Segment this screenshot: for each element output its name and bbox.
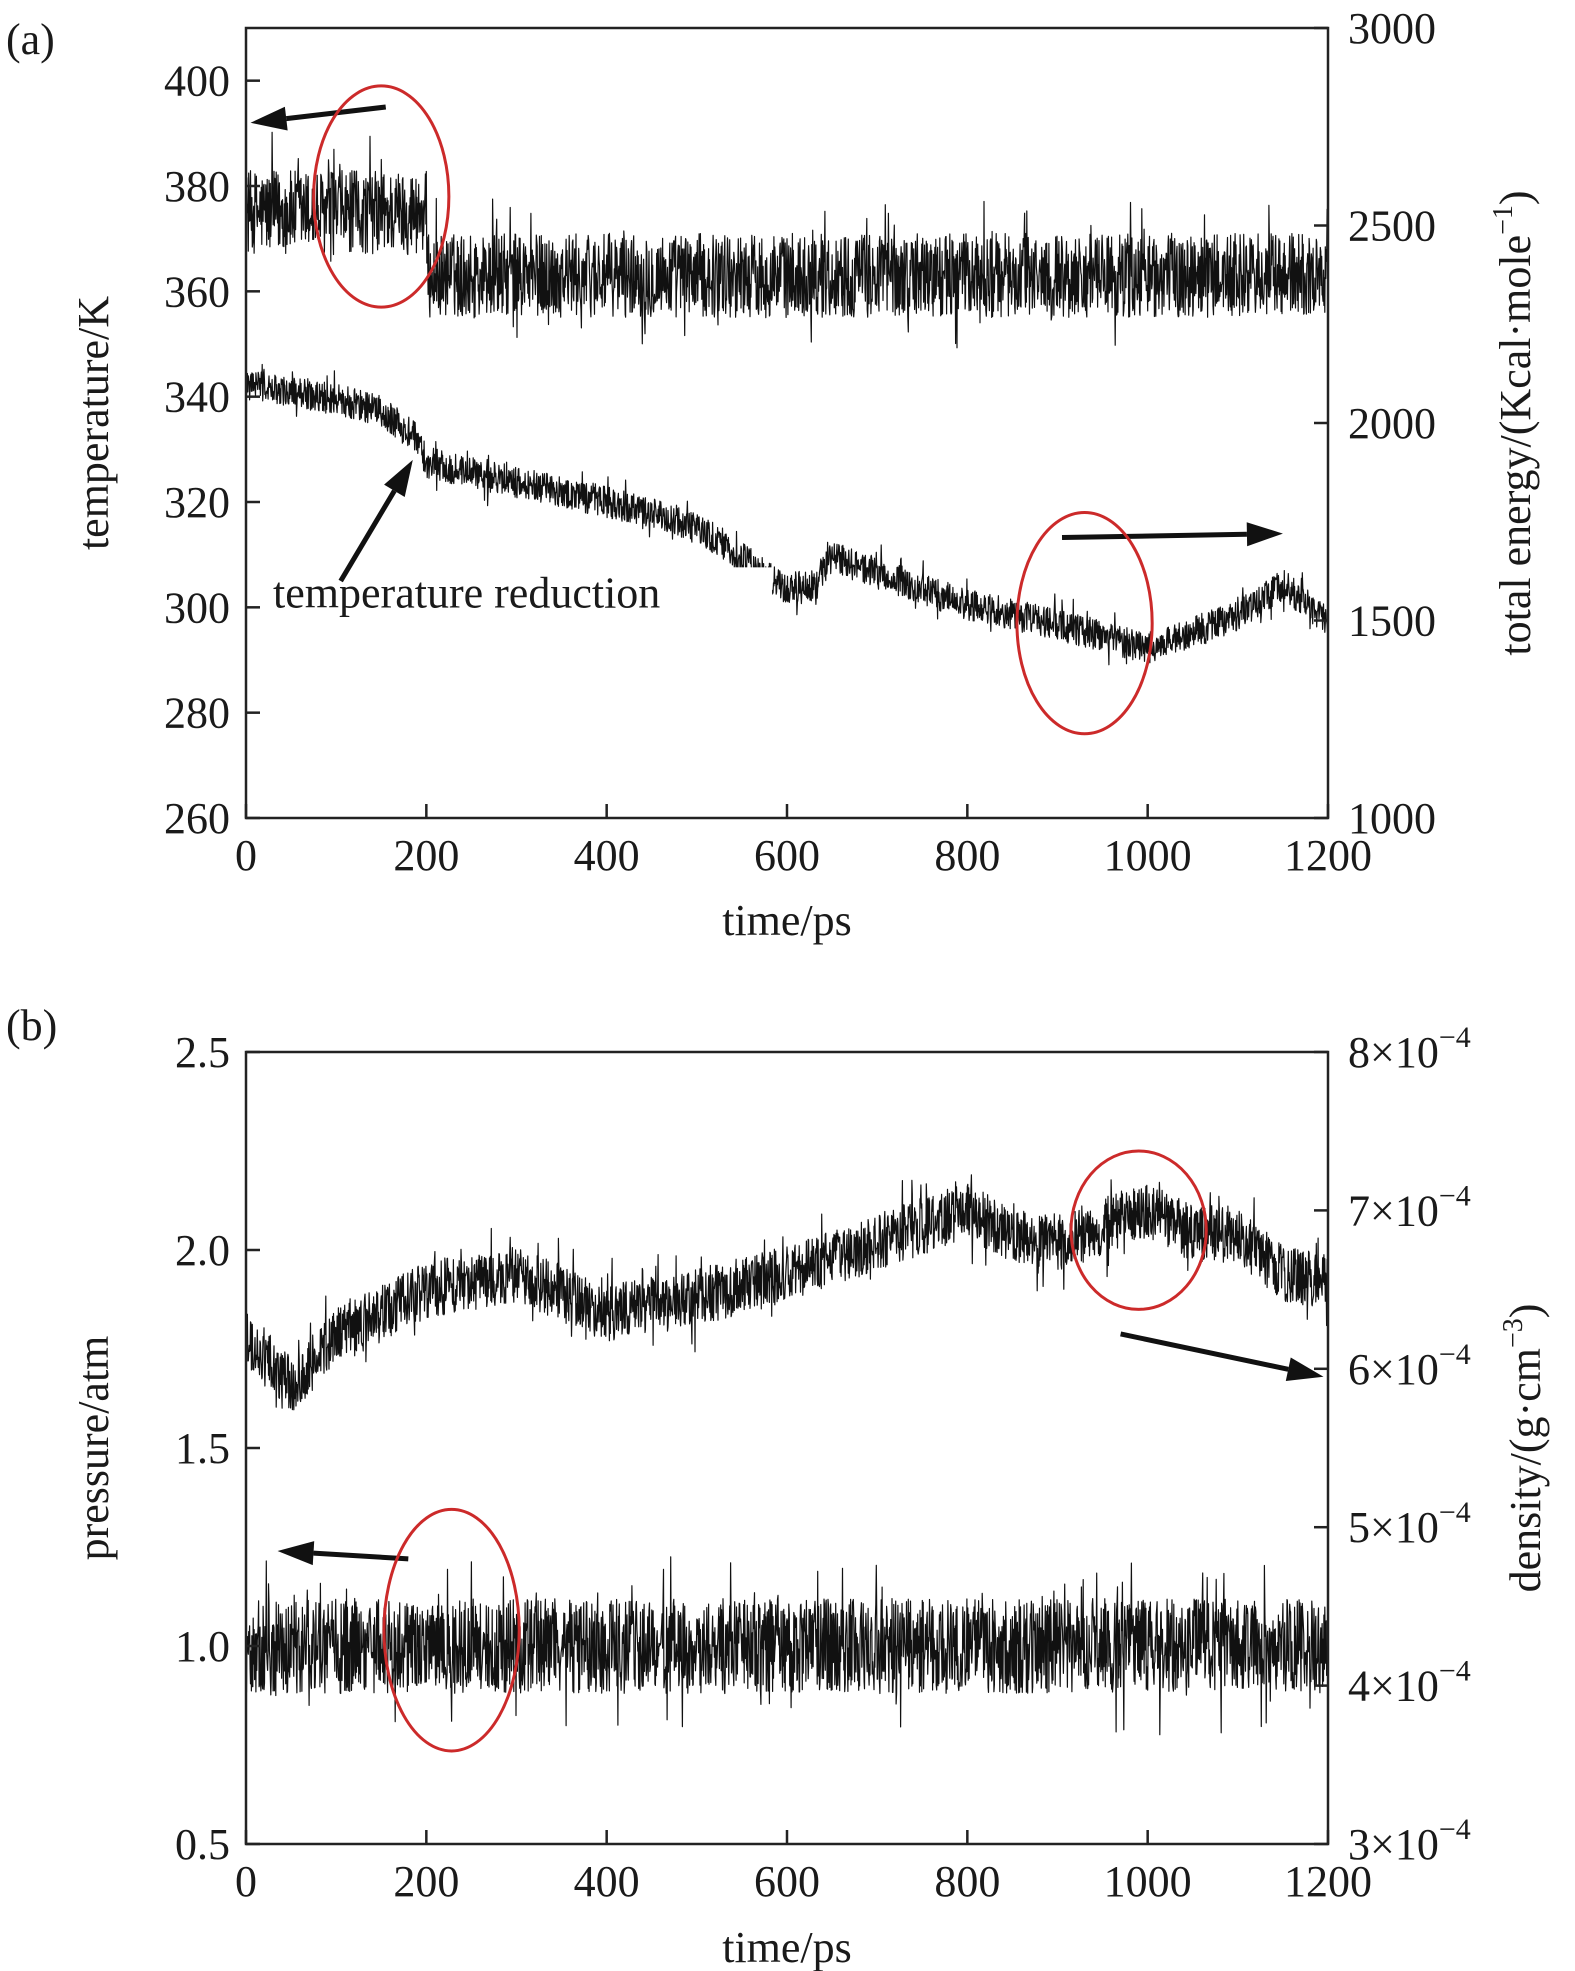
series-line-a-right bbox=[245, 363, 1329, 666]
arrow-head-a bbox=[384, 459, 413, 497]
right-axis-title-a-end: ) bbox=[1491, 190, 1540, 205]
arrow-shaft-a bbox=[1061, 531, 1247, 541]
x-tick-label-a: 400 bbox=[574, 831, 640, 880]
annotation-label-bg-a bbox=[267, 567, 773, 624]
arrow-head-a bbox=[1246, 522, 1283, 547]
right-tick-label-a: 1500 bbox=[1348, 597, 1436, 646]
left-tick-label-b: 1.5 bbox=[175, 1424, 230, 1473]
x-axis-ticks-b: 0 200 400 600 800 1000 1200 bbox=[235, 1830, 1372, 1906]
left-axis-ticks-a: 260 280 300 320 340 360 380 400 bbox=[164, 57, 260, 843]
right-tick-label-b: 6×10−4 bbox=[1348, 1338, 1471, 1394]
x-tick-label-b: 200 bbox=[393, 1857, 459, 1906]
left-tick-label-b: 1.0 bbox=[175, 1622, 230, 1671]
annotation-label-a: temperature reduction bbox=[273, 568, 660, 617]
right-axis-ticks-b: 3×10−4 4×10−4 5×10−4 6×10−4 7×10−4 8×10−4 bbox=[1314, 1021, 1471, 1869]
right-axis-title-a-main: total energy/(Kcal·mole bbox=[1491, 235, 1540, 656]
x-tick-label-b: 400 bbox=[574, 1857, 640, 1906]
left-tick-label-a: 260 bbox=[164, 794, 230, 843]
arrow-shaft-b bbox=[313, 1550, 409, 1562]
plot-area-a bbox=[245, 131, 1329, 666]
left-tick-label-a: 280 bbox=[164, 689, 230, 738]
highlight-ellipse-a bbox=[1015, 511, 1154, 736]
right-axis-title-b-sup: −3 bbox=[1498, 1318, 1529, 1348]
x-tick-label-a: 1000 bbox=[1104, 831, 1192, 880]
left-tick-label-b: 2.0 bbox=[175, 1226, 230, 1275]
right-tick-label-a: 1000 bbox=[1348, 794, 1436, 843]
x-tick-label-a: 200 bbox=[393, 831, 459, 880]
x-tick-label-a: 800 bbox=[934, 831, 1000, 880]
arrow-head-b bbox=[277, 1541, 315, 1566]
panel-b: (b) 0 200 400 600 800 1000 1200 0.5 1.0 1.5 2.0 2.… bbox=[6, 1001, 1550, 1971]
series-line-b-left bbox=[245, 1556, 1329, 1736]
right-tick-label-a: 2000 bbox=[1348, 399, 1436, 448]
panel-label-b: (b) bbox=[6, 1001, 57, 1050]
annotations-b bbox=[277, 1149, 1324, 1753]
x-tick-label-b: 800 bbox=[934, 1857, 1000, 1906]
left-tick-label-a: 400 bbox=[164, 57, 230, 106]
x-tick-label-a: 1200 bbox=[1284, 831, 1372, 880]
left-axis-title-a: temperature/K bbox=[69, 296, 118, 550]
left-tick-label-a: 360 bbox=[164, 267, 230, 316]
panel-a: (a) 0 200 400 600 800 1000 1200 26028030032034… bbox=[6, 4, 1540, 945]
highlight-ellipse-b bbox=[1069, 1149, 1208, 1311]
right-axis-ticks-a: 1000 1500 2000 2500 3000 bbox=[1314, 4, 1436, 843]
left-tick-label-b: 2.5 bbox=[175, 1028, 230, 1077]
arrow-shaft-b bbox=[1120, 1331, 1289, 1372]
highlight-ellipse-b bbox=[382, 1507, 521, 1753]
x-tick-label-b: 1000 bbox=[1104, 1857, 1192, 1906]
left-tick-label-a: 320 bbox=[164, 478, 230, 527]
right-tick-label-a: 2500 bbox=[1348, 202, 1436, 251]
right-tick-label-b: 4×10−4 bbox=[1348, 1655, 1471, 1711]
right-axis-title-a: total energy/(Kcal·mole−1) bbox=[1488, 190, 1540, 655]
series-line-a-left bbox=[245, 131, 1329, 349]
right-axis-title-b: density/(g·cm−3) bbox=[1498, 1304, 1550, 1593]
left-tick-label-a: 340 bbox=[164, 373, 230, 422]
right-tick-label-b: 7×10−4 bbox=[1348, 1179, 1471, 1235]
x-tick-label-b: 0 bbox=[235, 1857, 257, 1906]
right-tick-label-a: 3000 bbox=[1348, 4, 1436, 53]
arrow-head-a bbox=[250, 106, 288, 131]
right-tick-label-b: 8×10−4 bbox=[1348, 1021, 1471, 1077]
right-axis-title-a-sup: −1 bbox=[1488, 205, 1519, 235]
x-tick-label-b: 1200 bbox=[1284, 1857, 1372, 1906]
series-line-b-right bbox=[245, 1174, 1329, 1411]
x-tick-label-a: 0 bbox=[235, 831, 257, 880]
x-tick-label-b: 600 bbox=[754, 1857, 820, 1906]
x-axis-ticks-a: 0 200 400 600 800 1000 1200 bbox=[235, 804, 1372, 880]
left-axis-ticks-b: 0.5 1.0 1.5 2.0 2.5 bbox=[175, 1028, 260, 1869]
x-tick-label-a: 600 bbox=[754, 831, 820, 880]
panel-label-a: (a) bbox=[6, 15, 55, 64]
highlight-ellipse-a bbox=[312, 84, 451, 309]
annotations-a: temperature reduction bbox=[250, 84, 1283, 736]
left-tick-label-b: 0.5 bbox=[175, 1820, 230, 1869]
right-tick-label-b: 3×10−4 bbox=[1348, 1813, 1471, 1869]
plot-area-b bbox=[245, 1174, 1329, 1736]
right-axis-title-b-main: density/(g·cm bbox=[1501, 1348, 1550, 1592]
x-axis-title-a: time/ps bbox=[722, 896, 852, 945]
left-tick-label-a: 300 bbox=[164, 583, 230, 632]
x-axis-title-b: time/ps bbox=[722, 1923, 852, 1971]
arrow-head-b bbox=[1285, 1357, 1324, 1382]
right-axis-title-b-end: ) bbox=[1501, 1304, 1550, 1319]
right-tick-label-b: 5×10−4 bbox=[1348, 1496, 1471, 1552]
left-axis-title-b: pressure/atm bbox=[69, 1336, 118, 1561]
arrow-shaft-a bbox=[338, 489, 397, 583]
left-tick-label-a: 380 bbox=[164, 162, 230, 211]
